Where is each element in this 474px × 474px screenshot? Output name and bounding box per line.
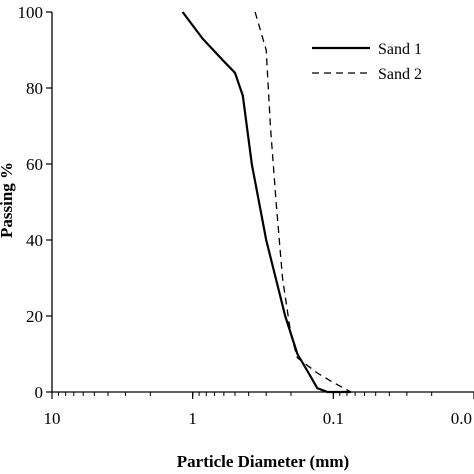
- series-line-sand-2: [254, 11, 352, 393]
- y-tick-label: 0: [35, 383, 44, 402]
- legend-label: Sand 1: [378, 41, 422, 58]
- y-tick-label: 40: [26, 231, 43, 250]
- y-tick-label: 20: [26, 307, 43, 326]
- x-tick-label: 0.0: [451, 409, 472, 428]
- x-tick-label: 0.1: [323, 409, 344, 428]
- x-tick-label: 1: [188, 409, 197, 428]
- y-tick-label: 100: [18, 3, 44, 22]
- y-tick-label: 80: [26, 79, 43, 98]
- y-axis-title: Passing %: [0, 162, 16, 238]
- legend: Sand 1 Sand 2: [312, 41, 422, 83]
- x-axis: 10 1 0.1 0.0: [44, 391, 474, 428]
- x-axis-title: Particle Diameter (mm): [177, 452, 349, 471]
- y-axis: 0 20 40 60 80 100: [18, 3, 53, 402]
- legend-label: Sand 2: [378, 66, 422, 83]
- series-line-sand-1: [181, 11, 351, 394]
- x-tick-label: 10: [44, 409, 61, 428]
- series-layer: [181, 11, 352, 394]
- y-tick-label: 60: [26, 155, 43, 174]
